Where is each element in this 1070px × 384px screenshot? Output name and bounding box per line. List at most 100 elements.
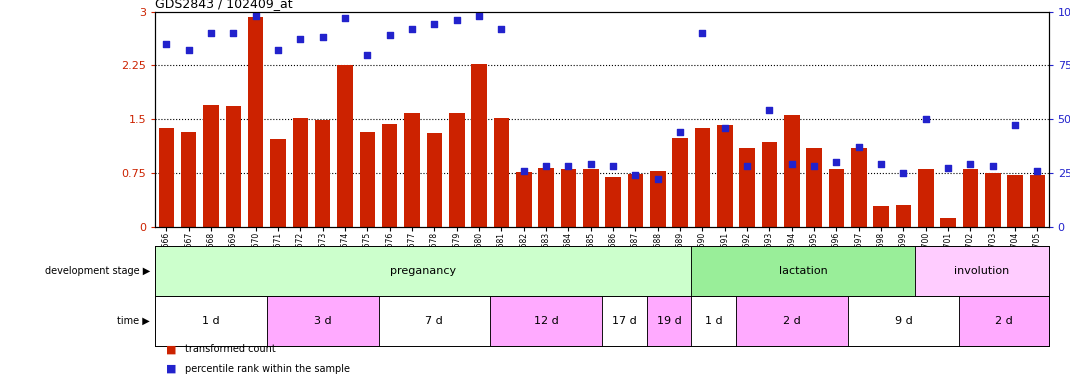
- Bar: [606, 177, 621, 227]
- Bar: [784, 116, 799, 227]
- Point: [202, 30, 219, 36]
- Point: [493, 26, 510, 32]
- Bar: [490, 296, 601, 346]
- Bar: [736, 296, 847, 346]
- Bar: [382, 124, 397, 227]
- Bar: [672, 138, 688, 227]
- Point: [872, 161, 889, 167]
- Bar: [1029, 175, 1045, 227]
- Text: time ▶: time ▶: [117, 316, 150, 326]
- Bar: [807, 148, 822, 227]
- Bar: [628, 174, 643, 227]
- Bar: [963, 169, 978, 227]
- Bar: [158, 127, 174, 227]
- Bar: [538, 168, 554, 227]
- Text: 3 d: 3 d: [314, 316, 332, 326]
- Point: [381, 32, 398, 38]
- Bar: [561, 169, 576, 227]
- Bar: [960, 296, 1049, 346]
- Text: 2 d: 2 d: [995, 316, 1013, 326]
- Text: 1 d: 1 d: [705, 316, 722, 326]
- Point: [851, 144, 868, 150]
- Bar: [248, 17, 263, 227]
- Point: [471, 13, 488, 19]
- Point: [515, 167, 532, 174]
- Point: [247, 13, 264, 19]
- Bar: [646, 296, 691, 346]
- Point: [917, 116, 934, 122]
- Bar: [896, 205, 912, 227]
- Bar: [266, 296, 379, 346]
- Bar: [941, 218, 956, 227]
- Bar: [427, 133, 442, 227]
- Bar: [915, 246, 1049, 296]
- Text: percentile rank within the sample: percentile rank within the sample: [185, 364, 350, 374]
- Point: [984, 163, 1002, 169]
- Bar: [181, 132, 197, 227]
- Bar: [649, 170, 666, 227]
- Bar: [717, 125, 733, 227]
- Text: 2 d: 2 d: [783, 316, 800, 326]
- Bar: [471, 64, 487, 227]
- Bar: [292, 118, 308, 227]
- Text: development stage ▶: development stage ▶: [45, 266, 150, 276]
- Text: preganancy: preganancy: [391, 266, 456, 276]
- Bar: [226, 106, 241, 227]
- Text: 1 d: 1 d: [202, 316, 219, 326]
- Bar: [203, 105, 218, 227]
- Point: [806, 163, 823, 169]
- Bar: [271, 139, 286, 227]
- Point: [649, 176, 667, 182]
- Point: [1007, 122, 1024, 129]
- Point: [180, 47, 197, 53]
- Point: [716, 124, 733, 131]
- Bar: [847, 296, 960, 346]
- Text: lactation: lactation: [779, 266, 827, 276]
- Point: [537, 163, 554, 169]
- Point: [560, 163, 577, 169]
- Bar: [1007, 175, 1023, 227]
- Bar: [828, 169, 844, 227]
- Text: GDS2843 / 102409_at: GDS2843 / 102409_at: [155, 0, 293, 10]
- Bar: [379, 296, 490, 346]
- Bar: [691, 296, 736, 346]
- Bar: [985, 173, 1000, 227]
- Point: [403, 26, 421, 32]
- Bar: [449, 113, 464, 227]
- Point: [358, 51, 376, 58]
- Point: [157, 41, 174, 47]
- Bar: [691, 246, 915, 296]
- Point: [426, 22, 443, 28]
- Text: 17 d: 17 d: [612, 316, 637, 326]
- Point: [693, 30, 710, 36]
- Bar: [155, 296, 266, 346]
- Bar: [493, 118, 509, 227]
- Bar: [739, 148, 754, 227]
- Point: [761, 108, 778, 114]
- Point: [962, 161, 979, 167]
- Point: [672, 129, 689, 135]
- Point: [225, 30, 242, 36]
- Bar: [155, 246, 691, 296]
- Bar: [404, 113, 419, 227]
- Point: [292, 36, 309, 43]
- Bar: [601, 296, 646, 346]
- Point: [783, 161, 800, 167]
- Text: 7 d: 7 d: [426, 316, 443, 326]
- Point: [895, 170, 912, 176]
- Bar: [360, 132, 376, 227]
- Bar: [583, 169, 598, 227]
- Bar: [762, 142, 777, 227]
- Text: 12 d: 12 d: [534, 316, 559, 326]
- Point: [336, 15, 353, 21]
- Point: [315, 34, 332, 40]
- Point: [828, 159, 845, 165]
- Point: [627, 172, 644, 178]
- Point: [738, 163, 755, 169]
- Bar: [516, 172, 532, 227]
- Point: [1029, 167, 1046, 174]
- Bar: [694, 128, 710, 227]
- Point: [939, 166, 957, 172]
- Text: ■: ■: [166, 344, 177, 354]
- Point: [448, 17, 465, 23]
